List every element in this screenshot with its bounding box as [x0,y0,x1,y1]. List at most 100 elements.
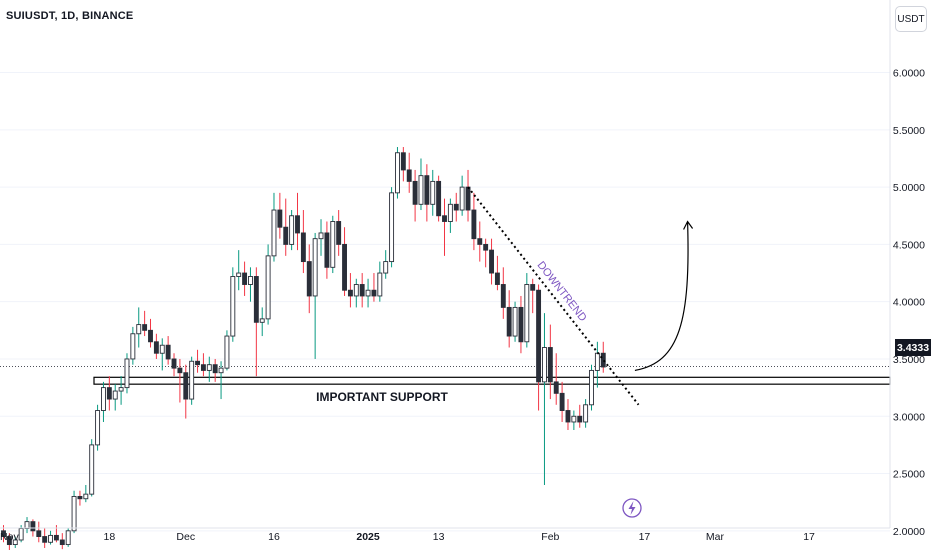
candle[interactable] [330,215,336,274]
candle[interactable] [183,364,189,419]
candle[interactable] [430,169,436,216]
candle[interactable] [524,273,530,348]
candle[interactable] [342,227,347,296]
candle[interactable] [530,278,536,314]
candle[interactable] [48,530,53,545]
candle[interactable] [318,219,324,256]
candle[interactable] [518,295,524,354]
candle[interactable] [195,349,200,373]
support-zone[interactable] [93,376,891,385]
candle[interactable] [42,528,48,548]
candle[interactable] [359,273,365,308]
candle[interactable] [236,250,242,291]
candle[interactable] [206,356,212,382]
candle[interactable] [436,175,442,222]
candle[interactable] [477,221,483,262]
candle[interactable] [406,152,412,193]
candle[interactable] [453,192,459,222]
candle[interactable] [377,261,383,302]
candle[interactable] [271,192,277,262]
candle[interactable] [312,232,318,359]
candle[interactable] [265,244,271,325]
candle[interactable] [212,358,218,382]
lightning-icon[interactable] [622,498,642,518]
candle[interactable] [101,381,106,422]
candle[interactable] [95,404,101,451]
candle[interactable] [512,301,518,342]
candle[interactable] [500,267,506,319]
candle[interactable] [283,198,289,256]
candle[interactable] [465,169,471,222]
candle[interactable] [230,267,236,342]
candle[interactable] [389,187,395,268]
candle[interactable] [483,238,489,268]
candle[interactable] [136,307,142,348]
candle[interactable] [106,376,112,411]
candle[interactable] [259,307,265,337]
candle[interactable] [383,250,389,279]
candle[interactable] [424,164,430,222]
candle[interactable] [83,484,89,503]
candle[interactable] [306,244,312,314]
candle[interactable] [89,439,95,497]
candle[interactable] [395,147,400,199]
candle[interactable] [336,210,342,256]
currency-unit-button[interactable]: USDT [895,6,927,32]
candle[interactable] [353,278,359,308]
candle[interactable] [112,384,118,411]
candle[interactable] [77,490,83,506]
candle[interactable] [130,326,136,365]
candle[interactable] [248,267,253,302]
candle[interactable] [24,517,30,534]
candle[interactable] [442,198,447,256]
candle[interactable] [565,399,571,430]
candle[interactable] [471,192,477,251]
candle[interactable] [289,210,295,251]
candle[interactable] [600,341,606,373]
candle[interactable] [553,353,559,405]
candle[interactable] [459,175,465,216]
candle[interactable] [365,278,371,308]
candle[interactable] [218,361,224,400]
candle[interactable] [412,169,418,222]
candle[interactable] [242,261,248,296]
candle[interactable] [153,333,159,359]
candle[interactable] [559,381,565,422]
candle[interactable] [494,255,500,291]
candle[interactable] [542,313,547,485]
candle[interactable] [300,210,306,274]
candle[interactable] [589,364,594,411]
candle[interactable] [447,198,453,233]
candle[interactable] [347,273,353,308]
candle[interactable] [171,353,177,377]
candle[interactable] [36,521,42,543]
candle[interactable] [295,192,300,251]
curved-arrow-icon[interactable] [634,220,694,372]
trendline[interactable] [467,186,640,406]
candle[interactable] [142,310,148,337]
candle[interactable] [65,528,71,547]
candle[interactable] [418,158,424,211]
candle[interactable] [571,410,577,430]
candle[interactable] [124,353,130,394]
candle[interactable] [165,336,171,365]
candle[interactable] [489,238,494,285]
candle[interactable] [400,147,406,182]
candle[interactable] [371,273,377,302]
candle[interactable] [594,341,600,388]
candle[interactable] [547,324,553,400]
candle[interactable] [200,353,206,377]
candle[interactable] [12,536,18,548]
candle[interactable] [277,192,283,239]
candle[interactable] [59,533,65,550]
candle[interactable] [6,533,12,550]
candle[interactable] [189,356,195,405]
candle[interactable] [324,221,330,279]
candle[interactable] [577,404,583,428]
time-axis[interactable]: Nov 18 Dec 16 2025 13 Feb 17 Mar 17 [0,527,890,543]
candle[interactable] [71,490,77,534]
candle[interactable] [253,267,259,377]
candle[interactable] [159,338,165,371]
candle[interactable] [506,290,512,348]
